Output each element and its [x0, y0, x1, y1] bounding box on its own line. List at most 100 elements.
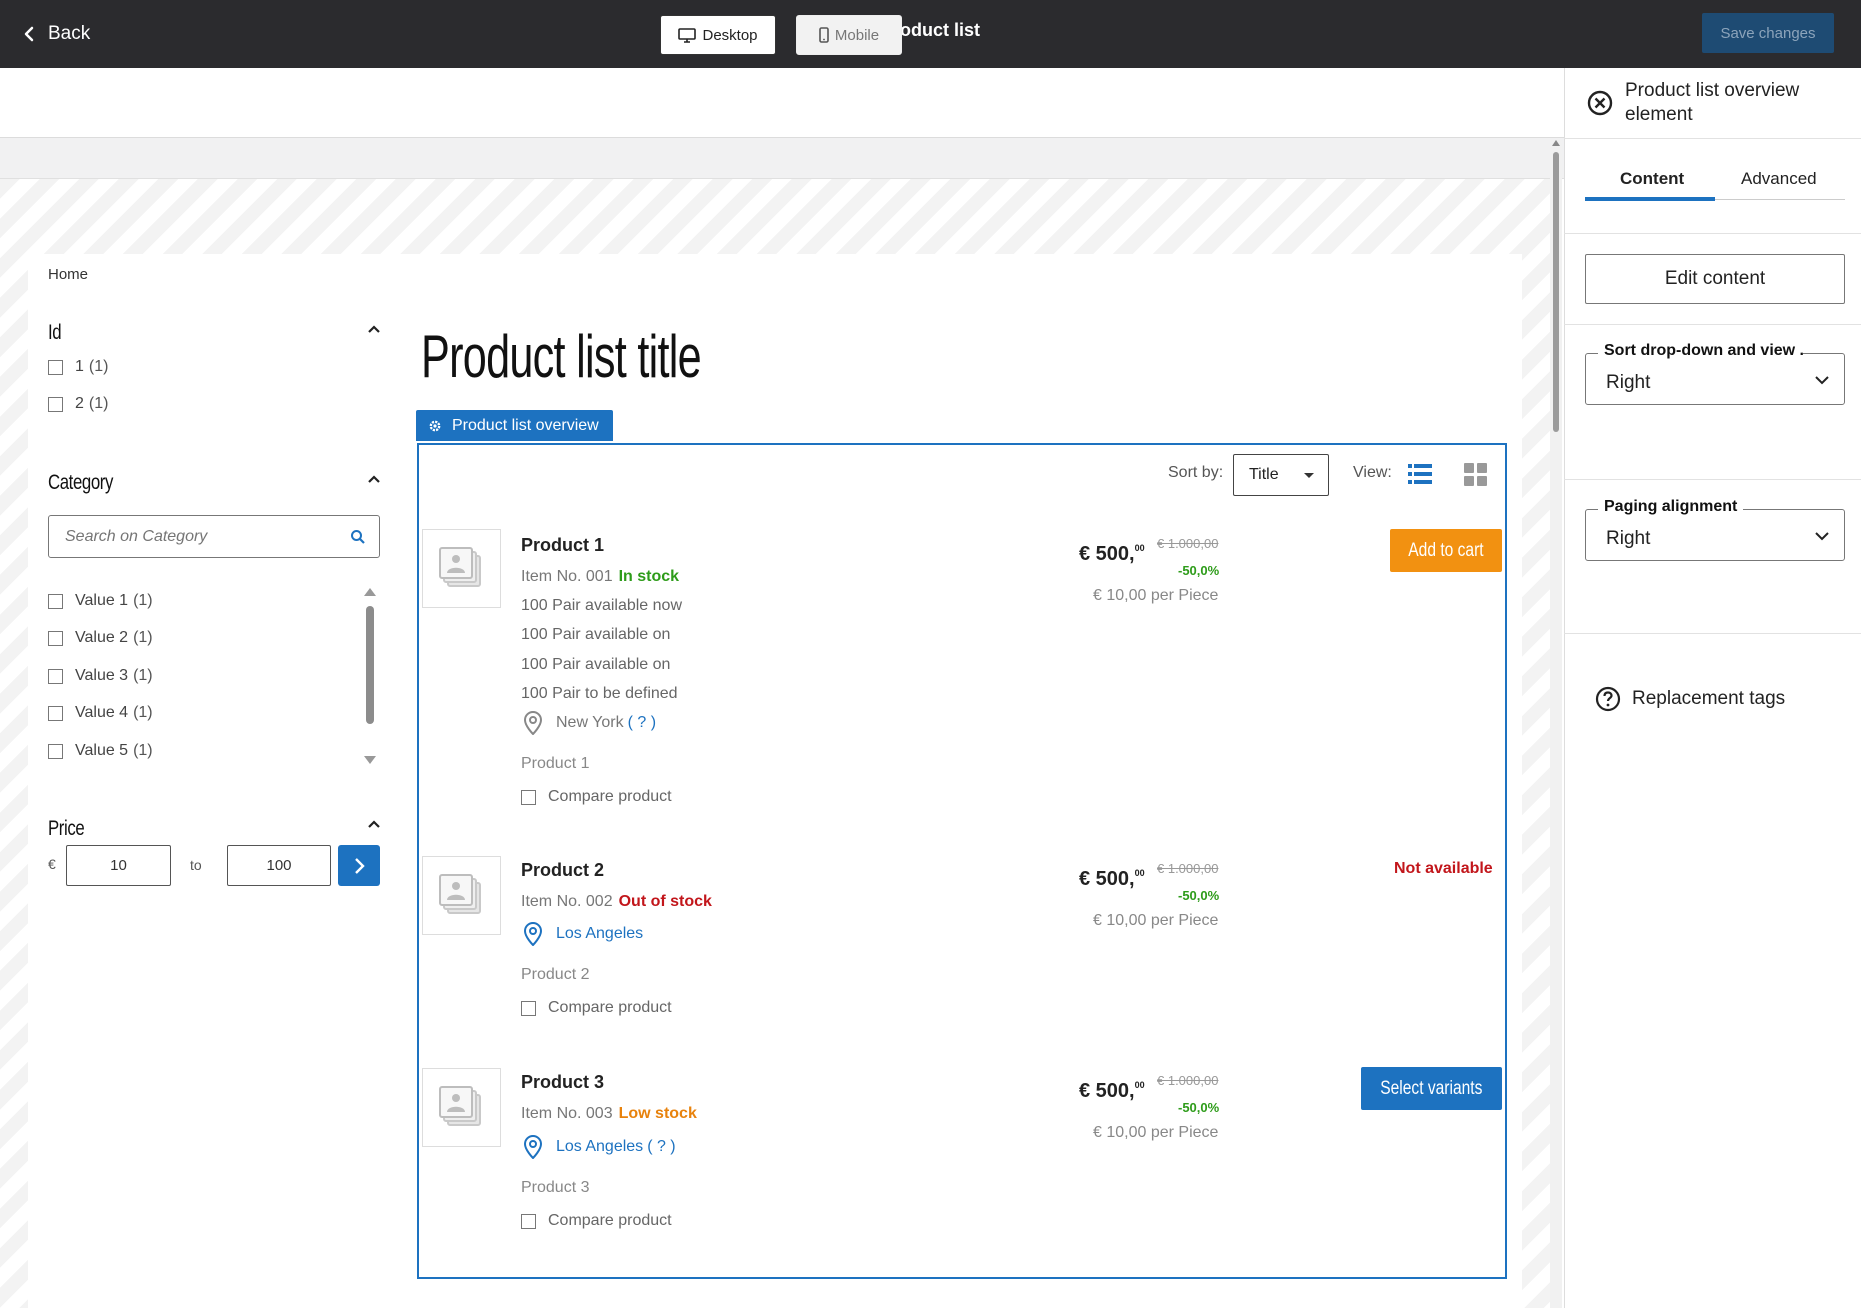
search-icon[interactable] — [350, 529, 366, 545]
filter-title-id[interactable]: Id — [48, 321, 62, 344]
filter-option-value-5[interactable]: Value 5 (1) — [48, 742, 153, 760]
location-help-link[interactable]: ( ? ) — [647, 1138, 676, 1155]
grid-view-icon[interactable] — [1464, 463, 1488, 487]
stock-status: Low stock — [618, 1105, 697, 1122]
map-pin-icon — [524, 1135, 542, 1159]
chevron-right-icon — [355, 857, 365, 874]
filter-title-price[interactable]: Price — [48, 817, 85, 840]
unit-price: € 10,00 per Piece — [1093, 912, 1219, 929]
select-variants-button[interactable]: Select variants — [1361, 1067, 1502, 1110]
old-price: € 1.000,00 — [1157, 861, 1219, 876]
checkbox[interactable] — [48, 396, 63, 412]
filter-title-category[interactable]: Category — [48, 471, 113, 494]
filter-option-value-2[interactable]: Value 2 (1) — [48, 629, 153, 647]
select-value: Right — [1606, 372, 1651, 393]
select-label: Paging alignment — [1598, 498, 1744, 516]
category-scrollbar-thumb[interactable] — [366, 606, 374, 724]
product-item-number: Item No. 001 In stock — [521, 568, 680, 585]
desktop-label: Desktop — [702, 26, 758, 44]
scroll-up-icon[interactable] — [364, 588, 376, 596]
product-item-number: Item No. 002 Out of stock — [521, 893, 712, 910]
stock-status: Out of stock — [618, 893, 712, 910]
location-link[interactable]: Los Angeles — [556, 925, 644, 942]
price-max-input[interactable] — [227, 845, 331, 886]
category-list-scrollbar[interactable] — [364, 588, 376, 768]
stock-status: In stock — [618, 568, 680, 585]
product-image-placeholder[interactable] — [422, 1068, 501, 1147]
checkbox[interactable] — [521, 789, 536, 805]
checkbox[interactable] — [48, 359, 63, 375]
discount: -50,0% — [1178, 563, 1220, 578]
checkbox[interactable] — [48, 743, 63, 759]
tab-advanced[interactable]: Advanced — [1741, 169, 1817, 188]
canvas-toolbar-strip — [0, 138, 1564, 179]
category-search-input[interactable] — [48, 515, 380, 558]
edit-content-button[interactable]: Edit content — [1585, 254, 1845, 304]
chevron-up-icon[interactable] — [366, 816, 382, 832]
close-icon[interactable] — [1587, 90, 1613, 116]
unit-price: € 10,00 per Piece — [1093, 1124, 1219, 1141]
availability-line: 100 Pair to be defined — [521, 685, 678, 702]
canvas-scrollbar[interactable] — [1550, 140, 1562, 1308]
save-changes-button[interactable]: Save changes — [1702, 13, 1834, 53]
scroll-down-icon[interactable] — [364, 756, 376, 764]
checkbox[interactable] — [521, 1213, 536, 1229]
view-label: View: — [1353, 464, 1392, 481]
divider — [1564, 138, 1861, 139]
product-location: Los Angeles( ? ) — [524, 1135, 676, 1159]
product-subtitle: Product 3 — [521, 1179, 590, 1196]
product-list-overview-tag[interactable]: Product list overview — [416, 410, 613, 441]
product-price: € 500,00 — [1079, 543, 1145, 565]
chevron-up-icon[interactable] — [366, 471, 382, 487]
price-min-input[interactable] — [66, 845, 171, 886]
filter-option-id-1[interactable]: 1 (1) — [48, 358, 108, 376]
chevron-down-icon — [1815, 532, 1829, 541]
location-link[interactable]: Los Angeles — [556, 1138, 644, 1155]
caret-down-icon — [1304, 473, 1314, 478]
breadcrumb[interactable]: Home — [48, 266, 89, 283]
product-subtitle: Product 1 — [521, 755, 590, 772]
compare-product-checkbox[interactable]: Compare product — [521, 788, 672, 806]
product-name[interactable]: Product 3 — [521, 1072, 605, 1092]
list-view-icon[interactable] — [1408, 463, 1432, 485]
checkbox[interactable] — [48, 668, 63, 684]
product-list-overview-element[interactable] — [417, 443, 1507, 1279]
active-tab-indicator — [1585, 197, 1715, 201]
product-image-placeholder[interactable] — [422, 856, 501, 935]
location-help-link[interactable]: ( ? ) — [627, 714, 657, 731]
product-name[interactable]: Product 1 — [521, 535, 605, 555]
filter-option-value-1[interactable]: Value 1 (1) — [48, 592, 153, 610]
tab-content[interactable]: Content — [1620, 169, 1685, 188]
not-available-label: Not available — [1394, 860, 1493, 877]
image-placeholder-icon — [438, 1085, 481, 1126]
sort-by-label: Sort by: — [1168, 464, 1224, 481]
mobile-view-button[interactable]: Mobile — [796, 15, 902, 55]
paging-alignment-select[interactable]: Paging alignment Right — [1585, 498, 1845, 561]
filter-option-id-2[interactable]: 2 (1) — [48, 395, 108, 413]
help-circle-icon — [1595, 686, 1621, 712]
chevron-down-icon — [1815, 376, 1829, 385]
chevron-up-icon[interactable] — [366, 321, 382, 337]
compare-product-checkbox[interactable]: Compare product — [521, 999, 672, 1017]
filter-option-value-3[interactable]: Value 3 (1) — [48, 667, 153, 685]
checkbox[interactable] — [48, 593, 63, 609]
replacement-tags-link[interactable]: Replacement tags — [1595, 686, 1785, 712]
filter-option-value-4[interactable]: Value 4 (1) — [48, 704, 153, 722]
top-bar — [0, 0, 1861, 68]
sort-dropdown-alignment-select[interactable]: Sort drop-down and view ... Right — [1585, 342, 1845, 405]
price-apply-button[interactable] — [338, 845, 380, 886]
sort-select[interactable]: Title — [1233, 454, 1329, 496]
add-to-cart-button[interactable]: Add to cart — [1390, 529, 1502, 572]
checkbox[interactable] — [521, 1000, 536, 1016]
checkbox[interactable] — [48, 705, 63, 721]
product-image-placeholder[interactable] — [422, 529, 501, 608]
product-location: Los Angeles — [524, 922, 643, 946]
availability-line: 100 Pair available on — [521, 656, 671, 673]
desktop-view-button[interactable]: Desktop — [660, 15, 776, 55]
checkbox[interactable] — [48, 630, 63, 646]
compare-product-checkbox[interactable]: Compare product — [521, 1212, 672, 1230]
product-name[interactable]: Product 2 — [521, 860, 605, 880]
price-to-label: to — [190, 857, 202, 873]
back-button[interactable]: Back — [24, 20, 90, 48]
canvas-scrollbar-thumb[interactable] — [1553, 152, 1559, 432]
